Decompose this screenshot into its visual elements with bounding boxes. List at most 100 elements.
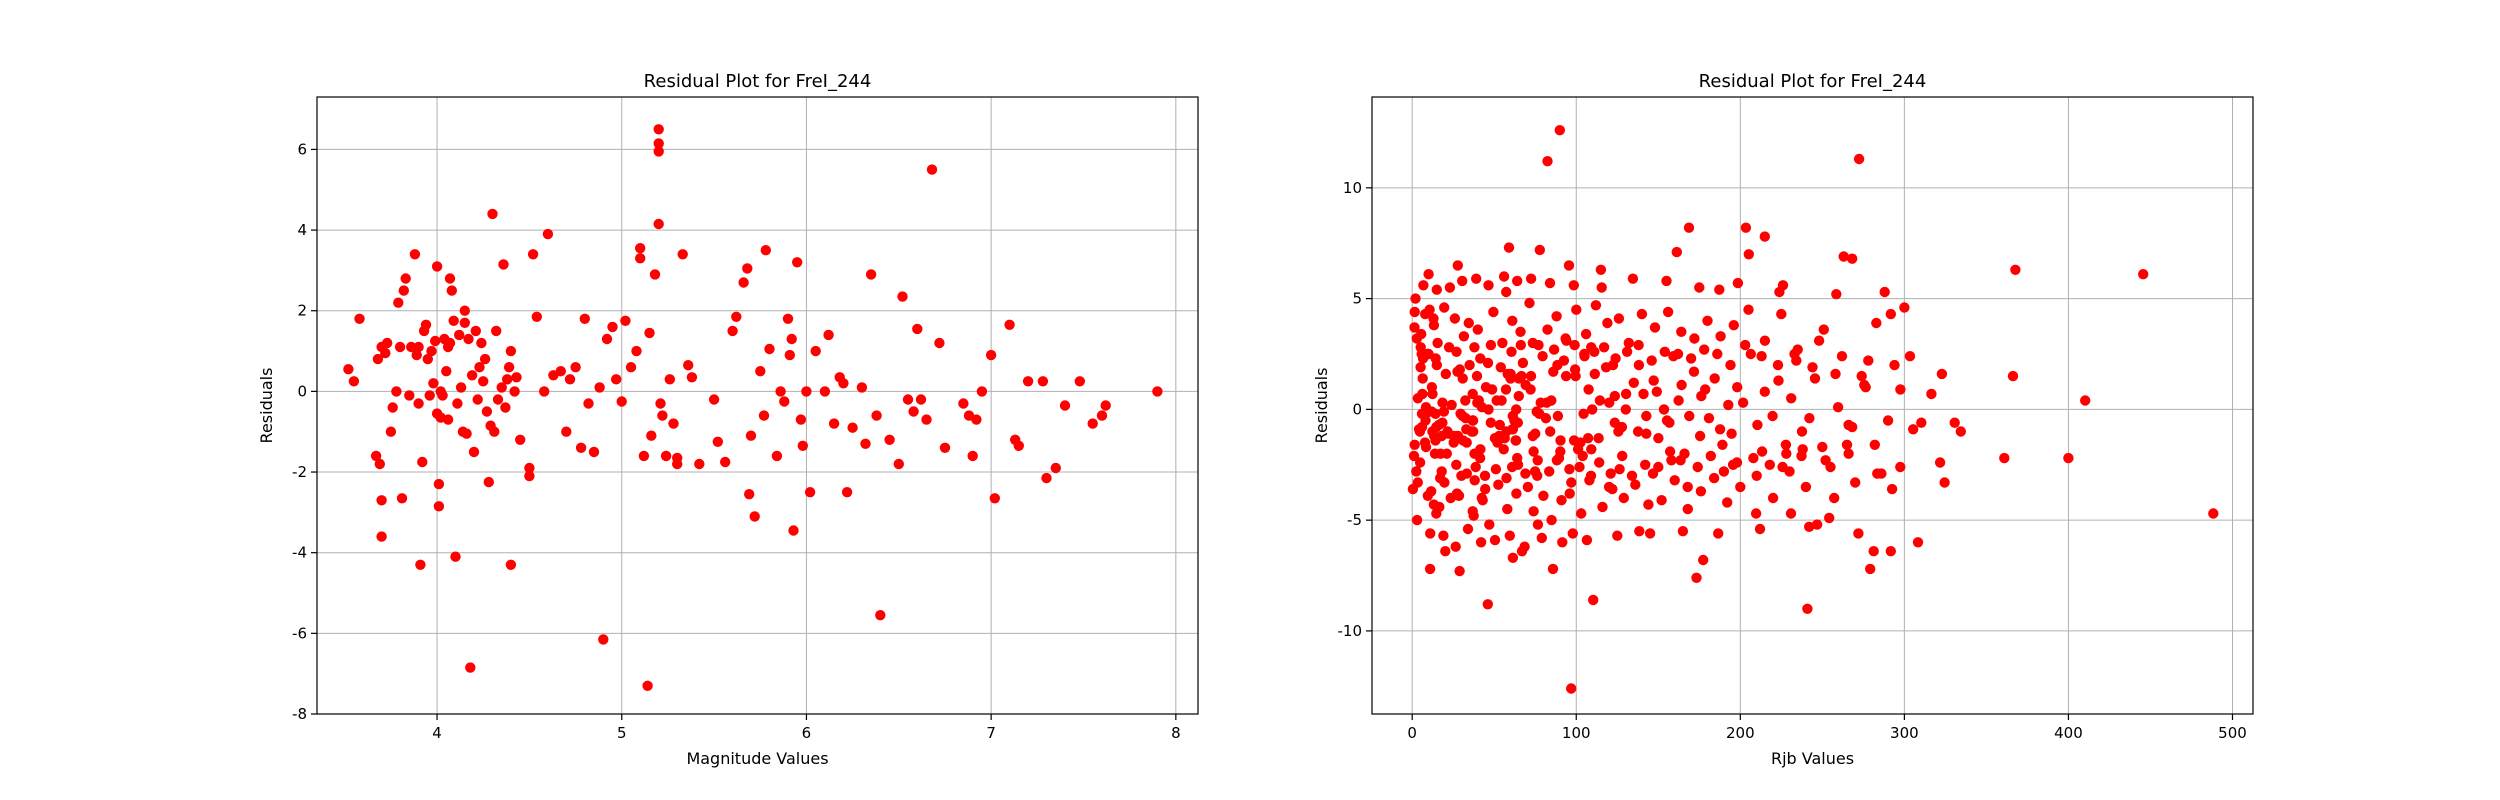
scatter-point — [1843, 448, 1854, 459]
scatter-point — [738, 277, 749, 288]
scatter-point — [1560, 370, 1572, 382]
scatter-point — [1614, 464, 1625, 475]
scatter-point — [1612, 530, 1623, 541]
scatter-point — [428, 378, 439, 389]
scatter-point — [792, 257, 803, 268]
scatter-point — [1802, 603, 1813, 614]
scatter-point — [542, 228, 554, 240]
scatter-point — [1777, 280, 1789, 291]
scatter-point — [1804, 413, 1815, 424]
scatter-point — [1576, 508, 1587, 519]
scatter-point — [1457, 275, 1468, 287]
scatter-point — [1457, 373, 1468, 384]
scatter-point — [788, 525, 799, 536]
scatter-point — [481, 406, 493, 417]
x-axis-label: Magnitude Values — [686, 749, 828, 768]
scatter-point — [2007, 370, 2019, 382]
scatter-point — [1732, 382, 1743, 393]
scatter-point — [1648, 375, 1659, 386]
scatter-point — [1422, 348, 1434, 360]
scatter-point — [1708, 472, 1720, 484]
scatter-point — [1507, 552, 1519, 563]
scatter-point — [810, 345, 821, 357]
scatter-point — [564, 374, 576, 385]
scatter-point — [1594, 457, 1605, 468]
scatter-point — [1869, 439, 1881, 450]
scatter-point — [465, 662, 476, 673]
scatter-point — [391, 386, 402, 397]
scatter-point — [1501, 472, 1512, 484]
scatter-point — [1418, 280, 1429, 291]
scatter-point — [2010, 264, 2021, 275]
scatter-point — [1445, 492, 1456, 504]
scatter-point — [498, 259, 509, 270]
scatter-point — [1658, 404, 1670, 415]
scatter-point — [1525, 273, 1537, 284]
scatter-point — [1528, 506, 1539, 517]
scatter-point — [1633, 359, 1645, 371]
scatter-point — [971, 414, 982, 425]
scatter-point — [1427, 426, 1438, 437]
scatter-point — [483, 476, 494, 488]
scatter-point — [1498, 271, 1510, 282]
scatter-point — [742, 263, 753, 274]
scatter-point — [1830, 368, 1841, 380]
scatter-point — [382, 337, 393, 349]
residual-plot-rjb: 0 100 200 300 400 500 -10 -5 0 5 10 Residual Plot … — [1312, 71, 2254, 768]
axes-frame — [316, 96, 1199, 715]
scatter-point — [431, 261, 443, 272]
scatter-point — [1717, 439, 1728, 450]
scatter-point — [426, 345, 437, 357]
scatter-point — [1411, 466, 1422, 477]
scatter-point — [1856, 370, 1867, 382]
scatter-point — [496, 382, 507, 393]
scatter-point — [1813, 335, 1825, 346]
scatter-point — [1593, 433, 1604, 444]
scatter-point — [1461, 437, 1472, 448]
scatter-point — [1515, 339, 1527, 351]
scatter-point — [1408, 450, 1420, 462]
scatter-point — [819, 386, 831, 397]
scatter-point — [1589, 346, 1600, 357]
scatter-point — [1682, 481, 1693, 493]
scatter-point — [1410, 293, 1421, 304]
scatter-point — [461, 428, 472, 439]
scatter-point — [1558, 355, 1570, 366]
scatter-point — [1538, 490, 1549, 501]
scatter-point — [1456, 470, 1467, 481]
scatter-point — [1843, 419, 1854, 431]
scatter-point — [1620, 404, 1632, 415]
scatter-point — [1041, 472, 1052, 484]
scatter-point — [1416, 328, 1427, 340]
scatter-point — [1853, 153, 1865, 165]
scatter-point — [1871, 317, 1882, 329]
scatter-point — [1524, 297, 1535, 309]
scatter-point — [841, 487, 853, 498]
scatter-point — [976, 386, 988, 397]
scatter-point — [1811, 519, 1823, 530]
y-tick-label: 5 — [1352, 290, 1362, 308]
scatter-point — [607, 321, 618, 333]
x-tick-label: 4 — [432, 724, 442, 742]
scatter-point — [478, 376, 489, 387]
scatter-point — [1904, 351, 1916, 362]
scatter-point — [856, 382, 868, 393]
scatter-point — [1444, 282, 1456, 293]
scatter-point — [1796, 426, 1808, 437]
scatter-point — [1439, 302, 1450, 313]
scatter-point — [1692, 461, 1703, 473]
scatter-point — [1454, 364, 1466, 375]
scatter-point — [1431, 284, 1443, 295]
scatter-point — [1756, 351, 1767, 362]
scatter-point — [1616, 421, 1628, 433]
scatter-point — [437, 390, 448, 401]
scatter-point — [1479, 470, 1491, 481]
scatter-point — [430, 335, 441, 347]
chart-title: Residual Plot for FreI_244 — [1699, 71, 1927, 92]
scatter-point — [420, 319, 432, 330]
scatter-point — [1425, 528, 1436, 539]
scatter-point — [1694, 282, 1705, 293]
scatter-point — [1513, 390, 1525, 402]
scatter-point — [1417, 373, 1428, 384]
scatter-point — [1731, 457, 1743, 468]
